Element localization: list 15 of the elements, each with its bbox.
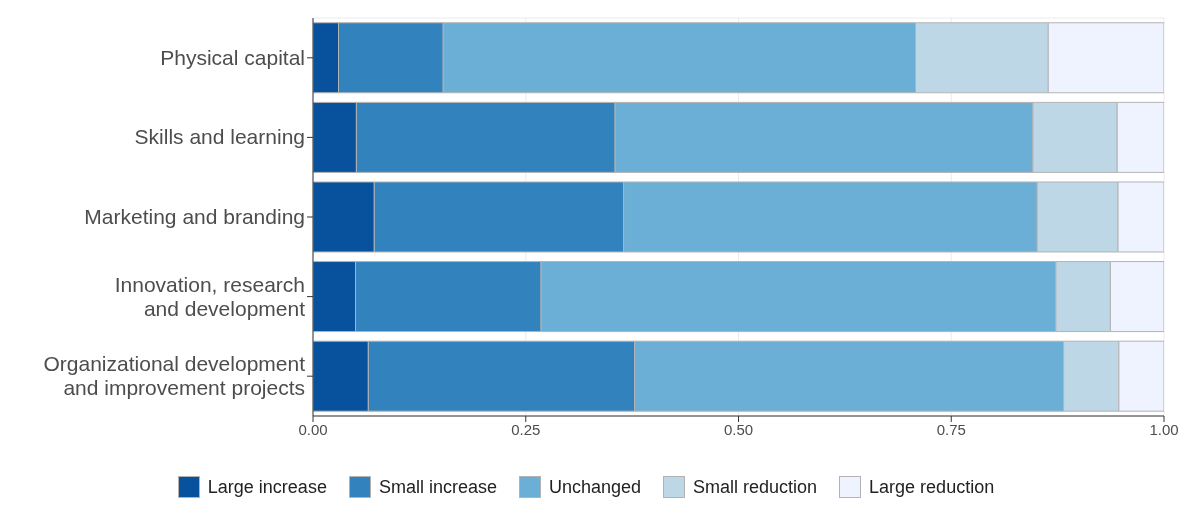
y-tick-label: Marketing and branding: [84, 205, 305, 228]
y-tick-label: Organizational development and improvement projects: [43, 352, 306, 400]
x-tick-label: 1.00: [1149, 420, 1179, 438]
legend-label: Large increase: [207, 476, 327, 498]
y-tick-label: Skills and learning: [134, 125, 305, 149]
x-tick-label: 0.75: [936, 420, 966, 438]
x-tick-label: 0.00: [298, 420, 328, 438]
legend-label: Large reduction: [869, 476, 995, 498]
legend-label: Unchanged: [548, 476, 642, 498]
x-tick-label: 0.25: [511, 420, 541, 438]
y-tick-label: Physical capital: [160, 45, 305, 69]
y-tick-label: Innovation, research and development: [114, 272, 306, 320]
legend-label: Small increase: [378, 476, 497, 498]
x-tick-label: 0.50: [723, 420, 754, 438]
legend-label: Small reduction: [693, 476, 818, 498]
